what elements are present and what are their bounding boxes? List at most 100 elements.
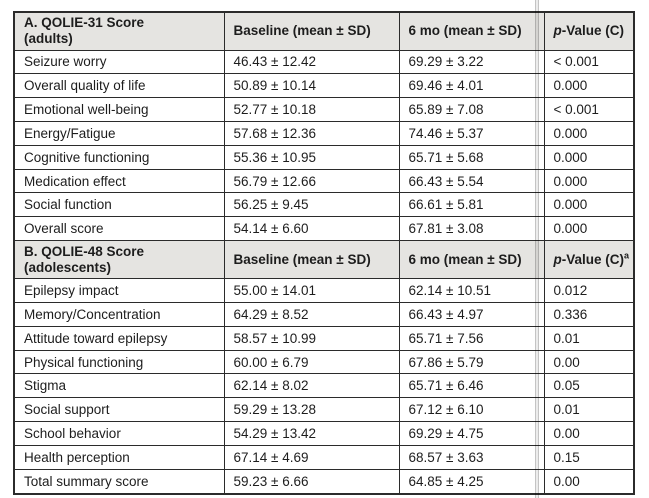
- row-label-cell: Medication effect: [13, 168, 225, 194]
- six-mo-cell: 62.14 ± 10.51: [398, 278, 545, 303]
- table-row: Health perception 67.14 ± 4.69 68.57 ± 3.6…: [13, 444, 635, 470]
- p-value-cell: 0.05: [543, 373, 635, 399]
- row-label-cell: Overall score: [13, 216, 225, 242]
- row-label-cell: Memory/Concentration: [13, 301, 225, 327]
- baseline-cell: 59.23 ± 6.66: [223, 468, 400, 495]
- six-mo-cell: 68.57 ± 3.63: [398, 444, 545, 470]
- baseline-cell: 55.36 ± 10.95: [223, 144, 400, 170]
- six-mo-cell: 67.86 ± 5.79: [398, 349, 545, 375]
- baseline-cell: 56.25 ± 9.45: [223, 192, 400, 218]
- row-label-cell: Total summary score: [13, 468, 225, 495]
- table-row: Social function 56.25 ± 9.45 66.61 ± 5.81 0…: [13, 192, 635, 218]
- row-label-cell: Energy/Fatigue: [13, 120, 225, 146]
- section-b-title-cell: B. QOLIE-48 Score (adolescents): [13, 240, 225, 280]
- baseline-cell: 58.57 ± 10.99: [223, 325, 400, 351]
- baseline-cell: 54.29 ± 13.42: [223, 421, 400, 446]
- baseline-cell: 67.14 ± 4.69: [223, 444, 400, 470]
- six-mo-cell: 69.29 ± 4.75: [398, 421, 545, 446]
- table-row: Emotional well-being 52.77 ± 10.18 65.89 ±…: [13, 97, 635, 122]
- p-value-footnote-marker: a: [624, 250, 630, 261]
- six-mo-cell: 67.81 ± 3.08: [398, 216, 545, 242]
- baseline-column-header: Baseline (mean ± SD): [223, 240, 400, 280]
- baseline-cell: 52.77 ± 10.18: [223, 97, 400, 122]
- table-row: Cognitive functioning 55.36 ± 10.95 65.71 …: [13, 144, 635, 170]
- table-row: School behavior 54.29 ± 13.42 69.29 ± 4.75…: [13, 421, 635, 446]
- six-mo-cell: 67.12 ± 6.10: [398, 397, 545, 423]
- six-mo-cell: 66.61 ± 5.81: [398, 192, 545, 218]
- baseline-cell: 46.43 ± 12.42: [223, 49, 400, 75]
- row-label-cell: Overall quality of life: [13, 73, 225, 99]
- row-label-cell: Cognitive functioning: [13, 144, 225, 170]
- six-mo-column-header: 6 mo (mean ± SD): [398, 240, 545, 280]
- baseline-cell: 60.00 ± 6.79: [223, 349, 400, 375]
- six-mo-cell: 66.43 ± 5.54: [398, 168, 545, 194]
- row-label-cell: Social support: [13, 397, 225, 423]
- section-a-title-cell: A. QOLIE-31 Score (adults): [13, 11, 225, 51]
- row-label-cell: Epilepsy impact: [13, 278, 225, 303]
- row-label-cell: Seizure worry: [13, 49, 225, 75]
- row-label-cell: Physical functioning: [13, 349, 225, 375]
- section-title-line1: A. QOLIE-31 Score: [24, 15, 145, 31]
- p-value-cell: < 0.001: [543, 49, 635, 75]
- section-b-header-row: B. QOLIE-48 Score (adolescents) Baseline (…: [13, 240, 635, 280]
- table-row: Memory/Concentration 64.29 ± 8.52 66.43 ± …: [13, 301, 635, 327]
- p-value-cell: 0.336: [543, 301, 635, 327]
- table-row: Overall quality of life 50.89 ± 10.14 69.4…: [13, 73, 635, 99]
- six-mo-cell: 65.71 ± 6.46: [398, 373, 545, 399]
- baseline-cell: 50.89 ± 10.14: [223, 73, 400, 99]
- baseline-cell: 62.14 ± 8.02: [223, 373, 400, 399]
- six-mo-cell: 64.85 ± 4.25: [398, 468, 545, 495]
- table-row: Stigma 62.14 ± 8.02 65.71 ± 6.46 0.05: [13, 373, 635, 399]
- baseline-cell: 56.79 ± 12.66: [223, 168, 400, 194]
- row-label-cell: School behavior: [13, 421, 225, 446]
- p-italic: p: [553, 23, 562, 39]
- baseline-cell: 57.68 ± 12.36: [223, 120, 400, 146]
- p-value-cell: 0.00: [543, 349, 635, 375]
- baseline-cell: 55.00 ± 14.01: [223, 278, 400, 303]
- six-mo-cell: 69.46 ± 4.01: [398, 73, 545, 99]
- section-title-line2: (adolescents): [24, 259, 112, 275]
- p-value-cell: 0.000: [543, 144, 635, 170]
- table-row: Physical functioning 60.00 ± 6.79 67.86 ± …: [13, 349, 635, 375]
- table-row: Energy/Fatigue 57.68 ± 12.36 74.46 ± 5.37 0…: [13, 120, 635, 146]
- p-value-cell: 0.000: [543, 73, 635, 99]
- p-value-cell: 0.00: [543, 421, 635, 446]
- six-mo-cell: 66.43 ± 4.97: [398, 301, 545, 327]
- six-mo-column-header: 6 mo (mean ± SD): [398, 11, 545, 51]
- row-label-cell: Emotional well-being: [13, 97, 225, 122]
- baseline-column-header: Baseline (mean ± SD): [223, 11, 400, 51]
- table-row: Medication effect 56.79 ± 12.66 66.43 ± 5.…: [13, 168, 635, 194]
- p-value-cell: 0.012: [543, 278, 635, 303]
- p-value-cell: 0.15: [543, 444, 635, 470]
- baseline-cell: 64.29 ± 8.52: [223, 301, 400, 327]
- section-title-line2: (adults): [24, 31, 73, 47]
- p-value-cell: 0.000: [543, 216, 635, 242]
- qolie-table-body: A. QOLIE-31 Score (adults) Baseline (mean …: [13, 11, 635, 495]
- qolie-score-table: A. QOLIE-31 Score (adults) Baseline (mean …: [13, 11, 635, 495]
- six-mo-cell: 65.89 ± 7.08: [398, 97, 545, 122]
- p-value-cell: 0.000: [543, 120, 635, 146]
- six-mo-cell: 65.71 ± 7.56: [398, 325, 545, 351]
- table-row: Epilepsy impact 55.00 ± 14.01 62.14 ± 10.5…: [13, 278, 635, 303]
- table-row: Overall score 54.14 ± 6.60 67.81 ± 3.08 0.0…: [13, 216, 635, 242]
- baseline-cell: 54.14 ± 6.60: [223, 216, 400, 242]
- six-mo-cell: 74.46 ± 5.37: [398, 120, 545, 146]
- row-label-cell: Health perception: [13, 444, 225, 470]
- p-value-cell: 0.01: [543, 325, 635, 351]
- section-title-line1: B. QOLIE-48 Score: [24, 243, 145, 259]
- table-row: Total summary score 59.23 ± 6.66 64.85 ± 4…: [13, 468, 635, 495]
- six-mo-cell: 69.29 ± 3.22: [398, 49, 545, 75]
- row-label-cell: Social function: [13, 192, 225, 218]
- p-value-cell: 0.000: [543, 168, 635, 194]
- table-row: Seizure worry 46.43 ± 12.42 69.29 ± 3.22 < …: [13, 49, 635, 75]
- p-italic: p: [553, 251, 562, 267]
- table-row: Attitude toward epilepsy 58.57 ± 10.99 65.…: [13, 325, 635, 351]
- row-label-cell: Stigma: [13, 373, 225, 399]
- table-row: Social support 59.29 ± 13.28 67.12 ± 6.10 0…: [13, 397, 635, 423]
- baseline-cell: 59.29 ± 13.28: [223, 397, 400, 423]
- six-mo-cell: 65.71 ± 5.68: [398, 144, 545, 170]
- p-value-column-header: p-Value (C): [543, 11, 635, 51]
- p-value-cell: 0.000: [543, 192, 635, 218]
- p-value-cell: 0.00: [543, 468, 635, 495]
